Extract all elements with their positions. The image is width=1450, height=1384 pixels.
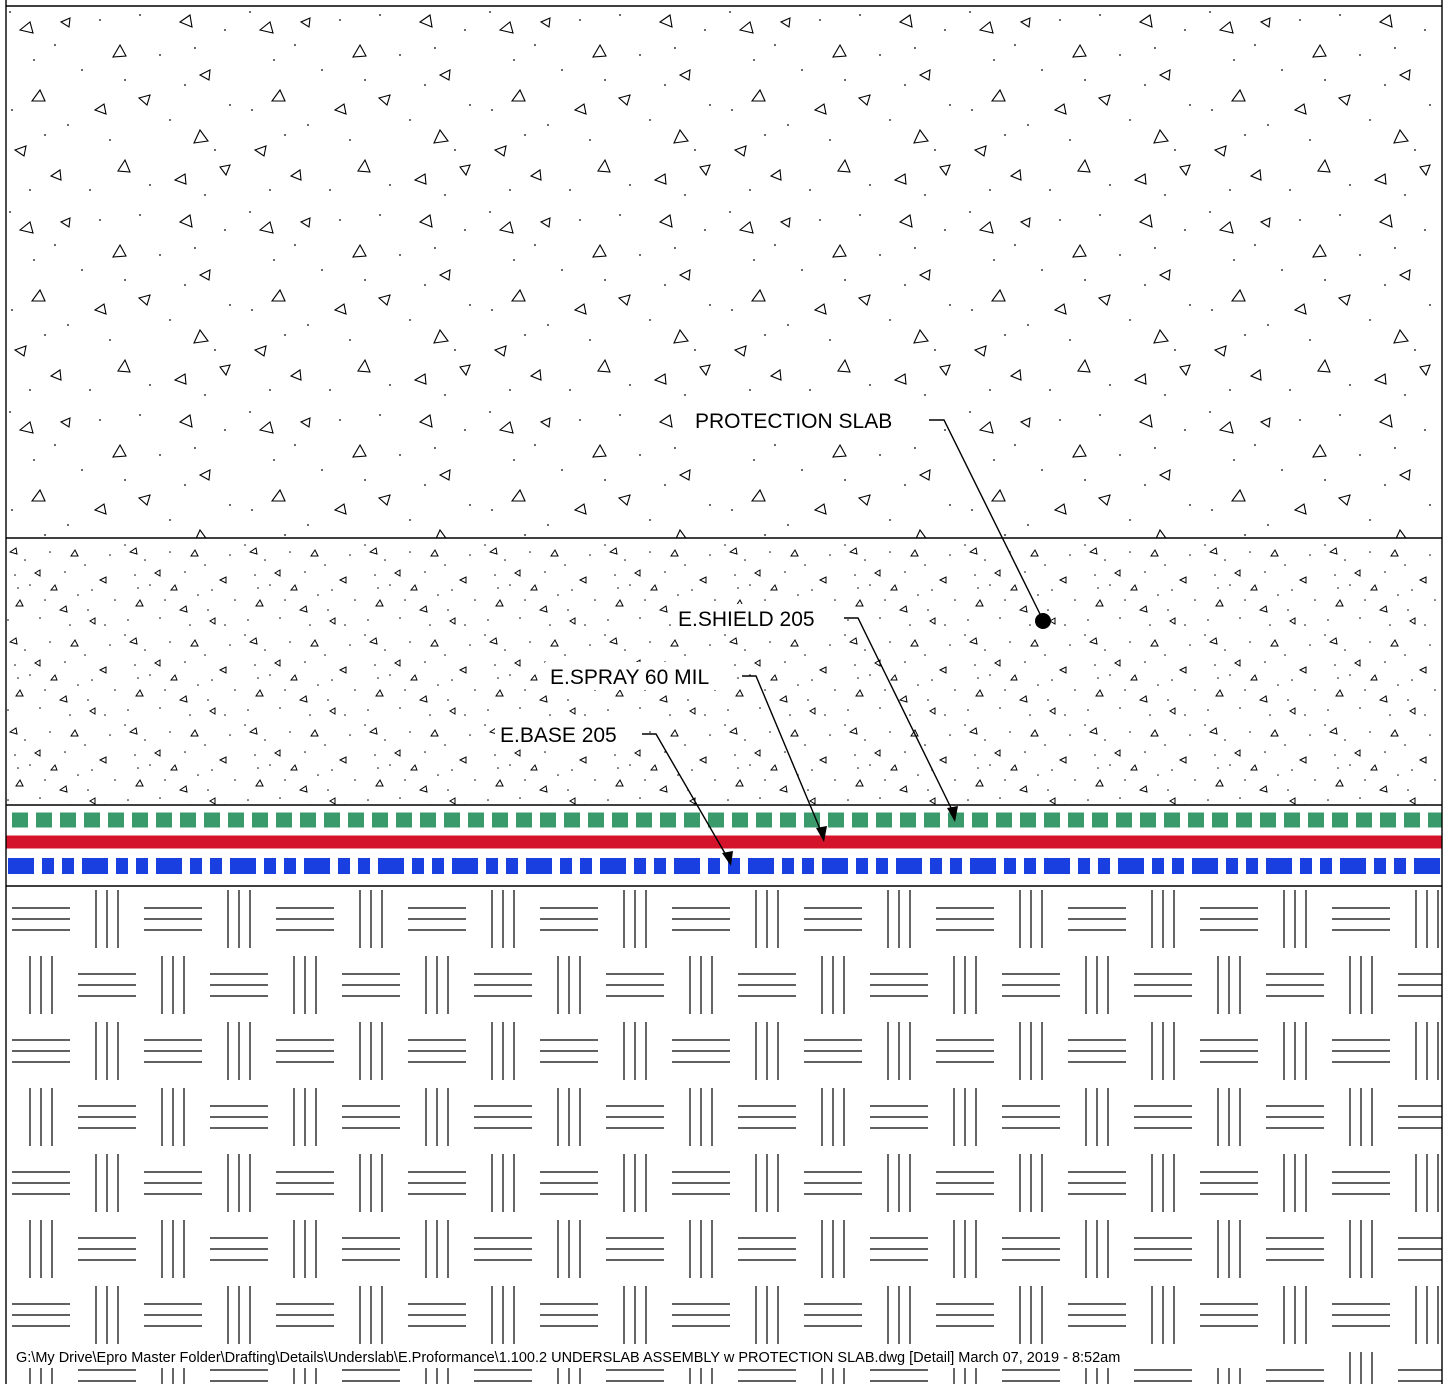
- protection-slab-dot: [1035, 613, 1051, 629]
- e-base-label: E.BASE 205: [500, 724, 617, 747]
- protection-slab-hatch: [6, 6, 1442, 538]
- protection-slab-label: PROTECTION SLAB: [695, 410, 892, 433]
- leader-arrowheads: [722, 806, 958, 866]
- e-spray-label: E.SPRAY 60 MIL: [550, 666, 709, 689]
- e-shield-label: E.SHIELD 205: [678, 608, 815, 631]
- boundary-lines: [5, 0, 1443, 1384]
- file-path-footer: G:\My Drive\Epro Master Folder\Drafting\…: [16, 1350, 1120, 1366]
- leader-lines: [642, 419, 1041, 863]
- subgrade-hatch: [6, 886, 1442, 1384]
